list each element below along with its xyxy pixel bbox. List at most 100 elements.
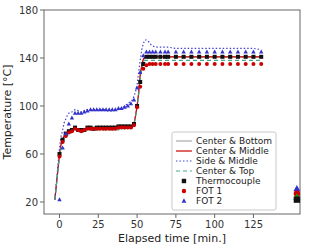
plot-frame [44,10,300,214]
scatter-point [220,62,224,66]
legend: Center & BottomCenter & MiddleSide & Mid… [172,132,276,210]
series-line [55,60,261,199]
scatter-point [182,62,186,66]
scatter-point [141,53,145,57]
scatter-point [58,154,62,158]
scatter-point [61,140,65,144]
scatter-point [220,50,224,54]
legend-label: Thermocouple [195,176,261,186]
scatter-point [67,122,71,126]
scatter-point [138,85,142,89]
legend-label: FOT 2 [196,196,222,206]
scatter-point [60,146,64,150]
x-tick [59,214,60,218]
x-axis-label: Elapsed time [min.] [118,232,226,245]
legend-label: Center & Top [196,166,255,176]
scatter-point [205,62,209,66]
scatter-point [244,62,248,66]
scatter-point [205,55,209,59]
scatter-point [166,50,170,54]
scatter-point [182,55,186,59]
scatter-point [213,55,217,59]
scatter-point [212,50,216,54]
scatter-point [243,50,247,54]
x-tick [137,214,138,218]
legend-swatch [182,179,186,183]
x-tick-label: 125 [244,219,263,230]
scatter-point [181,50,185,54]
y-tick-label: 60 [25,149,38,160]
scatter-point [138,70,142,74]
scatter-point [158,50,162,54]
scatter-point [197,62,201,66]
scatter-point [132,98,136,102]
scatter-point [228,62,232,66]
scatter-point [189,55,193,59]
legend-swatch [182,198,187,202]
y-axis-label: Temperature [°C] [1,65,14,161]
legend-label: Center & Middle [196,146,269,156]
scatter-point [154,55,158,59]
y-tick-label: 100 [19,101,38,112]
scatter-point [251,55,255,59]
y-tick [40,10,44,11]
scatter-point [158,62,162,66]
scatter-point [166,62,170,66]
x-tick-label: 100 [205,219,224,230]
scatter-point [294,196,300,202]
scatter-point [189,50,193,54]
scatter-point [129,101,133,105]
scatter-point [174,62,178,66]
y-tick [40,154,44,155]
lines [55,40,261,200]
y-tick [40,202,44,203]
scatter-point [197,55,201,59]
scatter-point [205,50,209,54]
scatter-point [135,105,139,109]
legend-label: FOT 1 [196,186,222,196]
scatter-point [259,62,263,66]
x-tick [175,214,176,218]
legend-swatch [176,140,192,141]
scatter-point [141,67,145,71]
scatter-point [236,62,240,66]
y-tick-label: 180 [19,5,38,16]
scatter-point [174,50,178,54]
scatter-point [138,80,142,84]
legend-label: Side & Middle [196,156,258,166]
scatter-point [244,55,248,59]
scatter-point [189,62,193,66]
y-tick [40,106,44,107]
scatter-point [174,55,178,59]
y-tick-label: 140 [19,53,38,64]
scatter-point [64,131,68,135]
scatter-point [228,50,232,54]
x-tick-label: 75 [170,219,183,230]
legend-swatch [176,150,192,151]
scatter-point [236,55,240,59]
series-line [55,57,261,200]
legend-frame [172,132,276,210]
scatter-point [220,55,224,59]
scatter-point [197,50,201,54]
legend-swatch [176,170,192,171]
scatter-point [251,50,255,54]
series-line [55,57,261,200]
scatter-point [213,62,217,66]
x-tick-label: 0 [56,219,62,230]
scatter-point [293,185,300,191]
legend-swatch [176,160,192,161]
x-tick [214,214,215,218]
scatter-point [236,50,240,54]
y-tick-label: 20 [25,197,38,208]
legend-swatch [182,189,186,193]
scatter-point [228,55,232,59]
scatter-point [57,197,61,201]
scatter-point [154,50,158,54]
x-tick-label: 50 [131,219,144,230]
scatter-point [154,62,158,66]
chart: 0 25 50 75 100 125 20 60 100 140 180 Elapsed time [… [0,0,312,246]
x-tick-label: 25 [92,219,105,230]
scatter-point [158,55,162,59]
scatter-point [70,116,74,120]
